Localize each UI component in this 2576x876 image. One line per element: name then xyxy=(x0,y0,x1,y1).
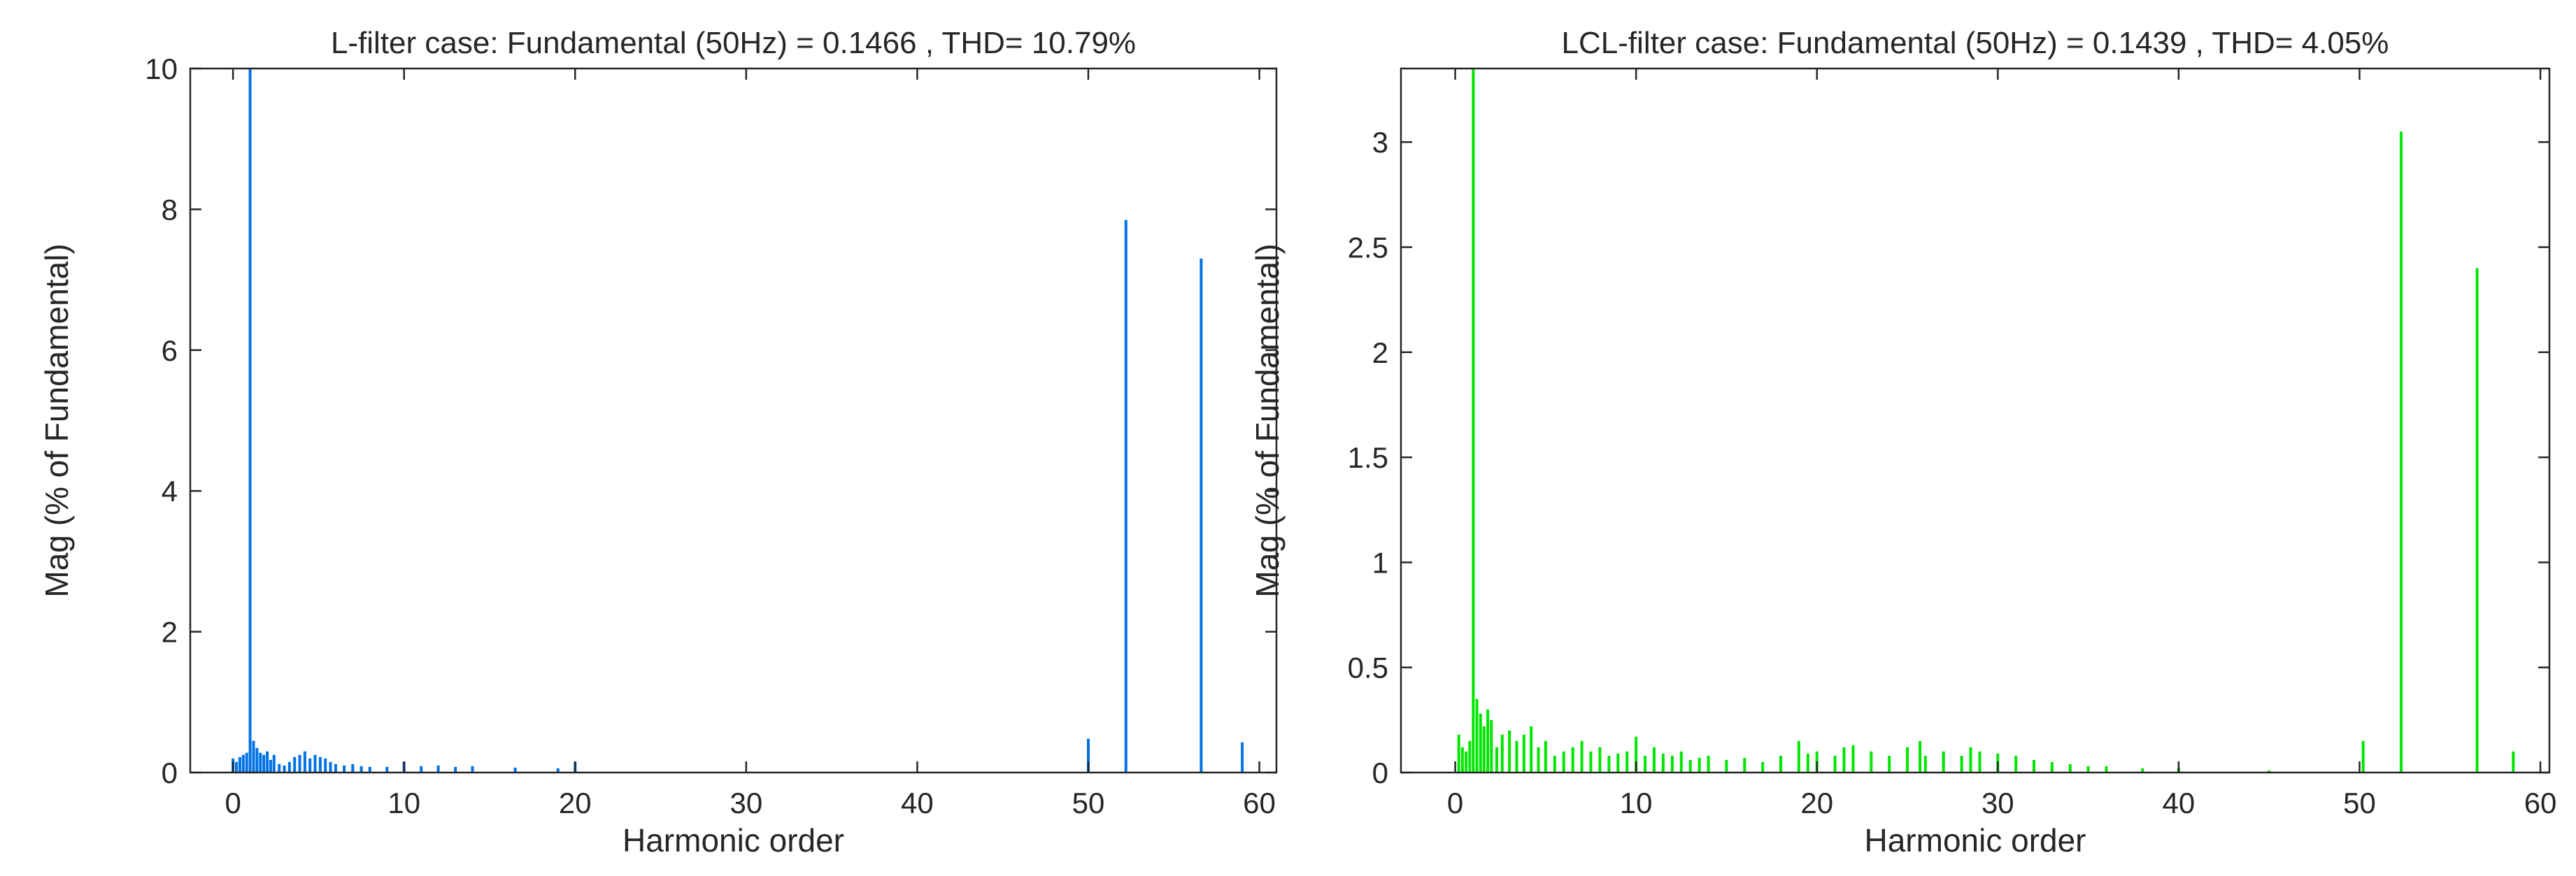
x-tick-label: 60 xyxy=(1243,787,1276,819)
axes-frame xyxy=(1400,67,2551,774)
x-tick-label: 0 xyxy=(1447,787,1463,819)
x-axis-label: Harmonic order xyxy=(622,822,844,859)
data-series xyxy=(1457,69,2515,773)
x-tick-label: 20 xyxy=(1800,787,1833,819)
x-tick-label: 20 xyxy=(559,787,592,819)
y-tick-label: 0.5 xyxy=(1348,652,1388,684)
chart-title: LCL-filter case: Fundamental (50Hz) = 0.… xyxy=(1562,26,2389,60)
x-tick-label: 60 xyxy=(2524,787,2557,819)
x-axis-label: Harmonic order xyxy=(1865,822,2086,859)
x-tick-label: 30 xyxy=(1981,787,2014,819)
y-tick-label: 2 xyxy=(162,616,178,649)
y-tick-label: 6 xyxy=(162,334,178,367)
y-tick-label: 4 xyxy=(162,475,178,508)
x-tick-label: 10 xyxy=(387,787,420,819)
y-tick-label: 2.5 xyxy=(1348,231,1388,264)
chart-title: L-filter case: Fundamental (50Hz) = 0.14… xyxy=(331,26,1136,60)
y-tick-label: 3 xyxy=(1372,126,1388,159)
x-tick-label: 40 xyxy=(901,787,934,819)
data-series xyxy=(232,69,1244,773)
y-tick-label: 10 xyxy=(145,52,178,85)
axes-frame xyxy=(189,67,1278,774)
y-tick-label: 8 xyxy=(162,193,178,226)
y-tick-label: 2 xyxy=(1372,336,1388,369)
y-axis-label: Mag (% of Fundamental) xyxy=(1249,243,1286,597)
y-tick-label: 0 xyxy=(162,756,178,789)
chart-panel-2: 0 10 20 30 40 50 60 0 0.5 1 1.5 2 2.5 3 LCL-filter cas… xyxy=(1249,26,2556,859)
x-tick-label: 50 xyxy=(2343,787,2376,819)
y-tick-label: 1.5 xyxy=(1348,441,1388,474)
x-tick-label: 30 xyxy=(730,787,762,819)
x-tick-label: 10 xyxy=(1620,787,1653,819)
x-tick-label: 40 xyxy=(2163,787,2196,819)
y-axis-label: Mag (% of Fundamental) xyxy=(38,243,75,597)
x-tick-label: 50 xyxy=(1072,787,1105,819)
y-tick-label: 0 xyxy=(1372,756,1388,789)
chart-panel-1: 0 10 20 30 40 50 60 0 2 4 6 8 10 L-filter case: Funda… xyxy=(38,26,1278,859)
x-tick-label: 0 xyxy=(225,787,241,819)
y-tick-label: 1 xyxy=(1372,546,1388,579)
